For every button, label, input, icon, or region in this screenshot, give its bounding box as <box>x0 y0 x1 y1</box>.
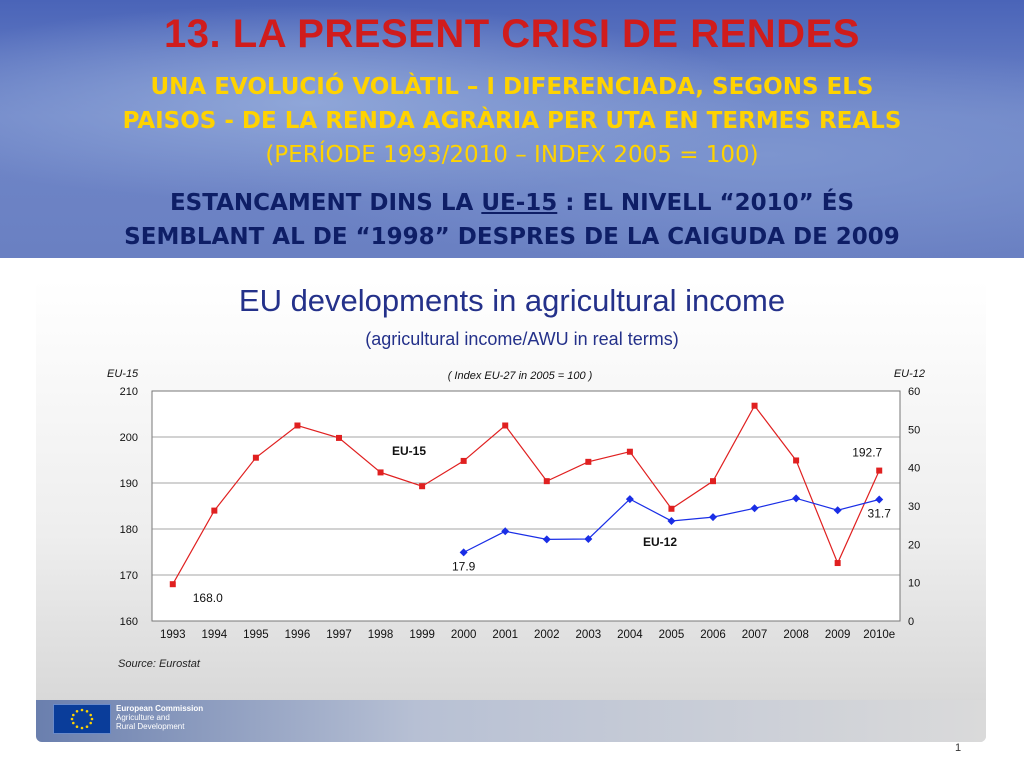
x-tick-label: 1996 <box>285 629 311 641</box>
chart-source: Source: Eurostat <box>118 658 200 670</box>
y-right-tick-label: 30 <box>908 501 920 513</box>
data-point-eu-12 <box>709 513 717 522</box>
y-right-tick-label: 50 <box>908 424 920 436</box>
data-label: 31.7 <box>868 506 892 520</box>
y-right-tick-label: 20 <box>908 539 920 551</box>
data-point-eu-15 <box>834 560 841 567</box>
x-tick-label: 1994 <box>202 629 228 641</box>
data-point-eu-12 <box>625 495 634 504</box>
x-tick-label: 2003 <box>576 629 602 641</box>
y-left-tick-label: 210 <box>120 386 138 398</box>
note-line-1: ESTANCAMENT DINS LA UE-15 : EL NIVELL “2… <box>0 186 1024 220</box>
data-point-eu-15 <box>169 581 176 588</box>
y-left-tick-label: 170 <box>120 570 138 582</box>
data-point-eu-12 <box>542 535 551 544</box>
data-point-eu-15 <box>585 458 592 465</box>
organization-name: European Commission Agriculture and Rura… <box>116 704 203 731</box>
chart-subtitle: (agricultural income/AWU in real terms) <box>365 329 679 349</box>
data-point-eu-15 <box>460 457 467 464</box>
subtitle-line-3: (PERÍODE 1993/2010 – INDEX 2005 = 100) <box>265 142 759 168</box>
data-point-eu-15 <box>626 448 633 455</box>
subtitle-line-1: UNA EVOLUCIÓ VOLÀTIL – I DIFERENCIADA, S… <box>150 74 874 100</box>
data-label: 17.9 <box>452 559 476 573</box>
data-point-eu-15 <box>876 467 883 474</box>
chart-index-note: ( Index EU-27 in 2005 = 100 ) <box>448 370 593 382</box>
slide-note: ESTANCAMENT DINS LA UE-15 : EL NIVELL “2… <box>0 186 1024 254</box>
y-right-tick-label: 0 <box>908 616 914 628</box>
data-point-eu-15 <box>793 457 800 464</box>
data-label: 168.0 <box>193 591 223 605</box>
data-point-eu-12 <box>459 548 468 557</box>
x-tick-label: 2009 <box>825 629 851 641</box>
x-tick-label: 1997 <box>326 629 352 641</box>
slide-subtitle: UNA EVOLUCIÓ VOLÀTIL – I DIFERENCIADA, S… <box>0 70 1024 172</box>
y-right-tick-label: 40 <box>908 463 920 475</box>
y-left-tick-label: 180 <box>120 524 138 536</box>
y-right-axis-label: EU-12 <box>894 368 925 380</box>
x-tick-label: 2006 <box>700 629 726 641</box>
data-point-eu-15 <box>294 422 301 429</box>
data-point-eu-15 <box>419 483 426 490</box>
subtitle-line-2: PAISOS - DE LA RENDA AGRÀRIA PER UTA EN … <box>122 108 902 134</box>
data-point-eu-15 <box>751 402 758 409</box>
org-line-2: Agriculture and <box>116 713 170 722</box>
note-text-a: ESTANCAMENT DINS LA <box>169 190 482 216</box>
data-label: 192.7 <box>852 446 882 460</box>
data-point-eu-12 <box>792 494 801 503</box>
footer-band <box>36 700 986 742</box>
series-label-eu15: EU-15 <box>392 444 426 458</box>
series-line-eu-15 <box>172 404 880 585</box>
data-point-eu-12 <box>750 504 759 513</box>
eu-stars-icon <box>70 708 94 730</box>
slide-title: 13. LA PRESENT CRISI DE RENDES <box>164 12 860 56</box>
data-point-eu-15 <box>543 478 550 485</box>
x-tick-label: 2008 <box>783 629 809 641</box>
data-point-eu-12 <box>875 495 884 504</box>
x-tick-label: 2002 <box>534 629 560 641</box>
data-point-eu-15 <box>252 454 259 461</box>
x-tick-label: 2004 <box>617 629 643 641</box>
chart-title: EU developments in agricultural income <box>238 283 786 318</box>
x-tick-label: 1993 <box>160 629 186 641</box>
eu-flag-logo <box>53 704 111 734</box>
series-label-eu12: EU-12 <box>643 535 677 549</box>
data-point-eu-12 <box>833 506 842 515</box>
data-point-eu-15 <box>710 478 716 485</box>
page-number: 1 <box>955 742 962 754</box>
org-line-1: European Commission <box>116 704 204 713</box>
x-tick-label: 1998 <box>368 629 394 641</box>
x-tick-label: 2007 <box>742 629 768 641</box>
data-point-eu-12 <box>667 516 676 525</box>
x-tick-label: 2000 <box>451 629 477 641</box>
data-point-eu-15 <box>211 507 218 514</box>
note-text-b: : EL NIVELL “2010” ÉS <box>557 190 855 216</box>
header-background <box>0 0 1024 258</box>
y-right-tick-label: 60 <box>908 386 920 398</box>
x-tick-label: 1999 <box>409 629 435 641</box>
data-point-eu-15 <box>377 469 384 476</box>
plot-area <box>151 390 901 622</box>
data-point-eu-12 <box>584 534 593 543</box>
data-point-eu-15 <box>502 422 509 429</box>
y-left-tick-label: 200 <box>120 432 138 444</box>
y-left-tick-label: 190 <box>120 478 138 490</box>
y-right-tick-label: 10 <box>908 578 920 590</box>
data-point-eu-15 <box>336 434 342 441</box>
data-point-eu-15 <box>668 505 675 512</box>
note-underlined: UE-15 <box>481 190 558 216</box>
data-point-eu-12 <box>501 527 510 536</box>
x-tick-label: 2005 <box>659 629 685 641</box>
y-left-tick-label: 160 <box>120 616 138 628</box>
org-line-3: Rural Development <box>116 722 185 731</box>
x-tick-label: 2001 <box>492 629 518 641</box>
note-line-2: SEMBLANT AL DE “1998” DESPRES DE LA CAIG… <box>124 224 900 250</box>
y-left-axis-label: EU-15 <box>107 368 139 380</box>
x-tick-label: 1995 <box>243 629 269 641</box>
x-tick-label: 2010e <box>863 629 895 641</box>
